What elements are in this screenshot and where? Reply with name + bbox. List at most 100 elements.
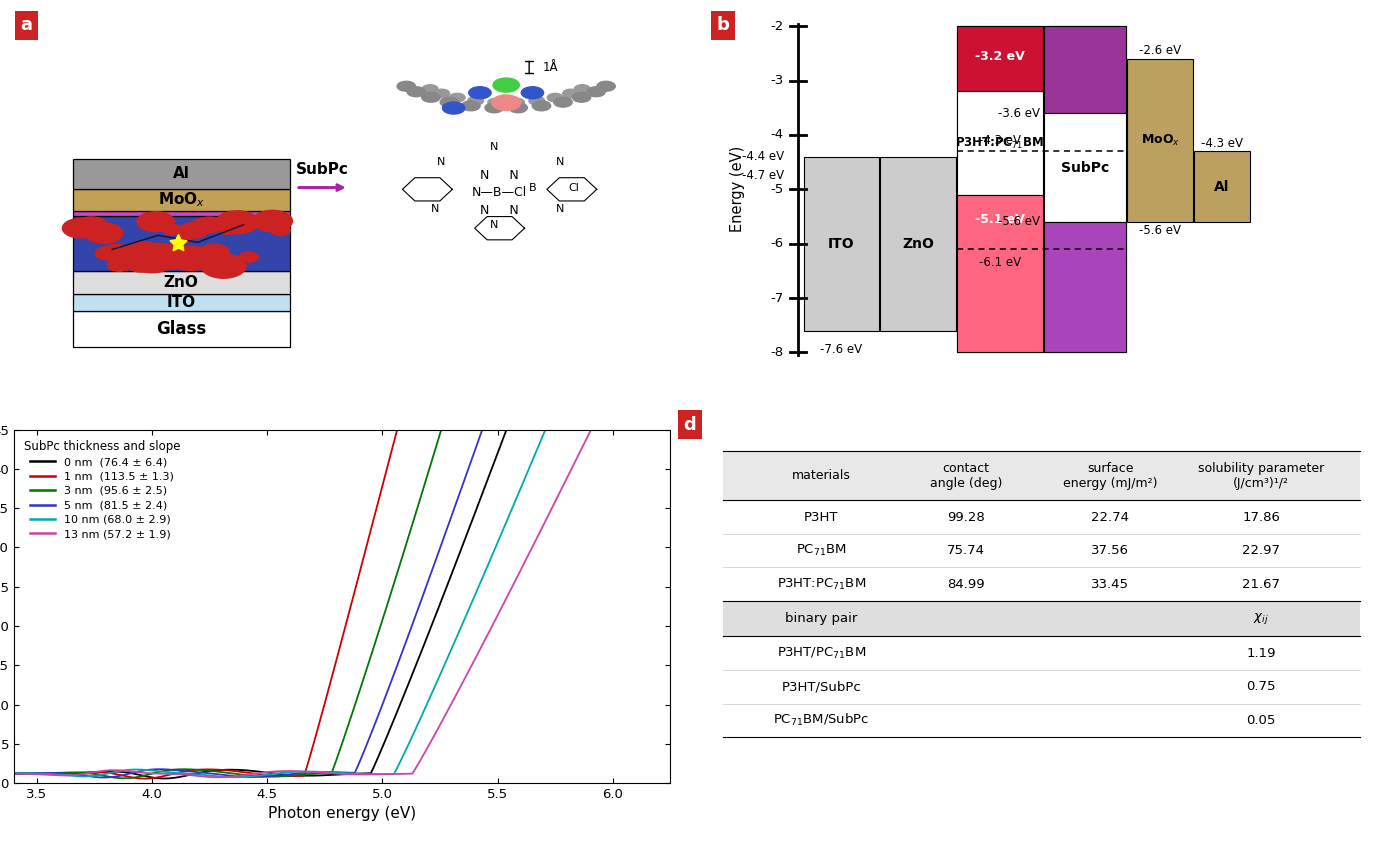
Text: -2: -2: [770, 19, 784, 33]
Circle shape: [84, 223, 123, 243]
Text: ITO: ITO: [828, 237, 854, 251]
5 nm  (81.5 ± 2.4): [493, 424, 509, 434]
3 nm  (95.6 ± 2.5): [429, 440, 446, 450]
Text: 0.05: 0.05: [1246, 714, 1277, 727]
Circle shape: [102, 244, 132, 261]
Circle shape: [440, 97, 458, 107]
Text: N: N: [431, 205, 439, 215]
5 nm  (81.5 ± 2.4): [473, 424, 490, 434]
Circle shape: [124, 242, 161, 262]
10 nm (68.0 ± 2.9): [250, 770, 266, 781]
Text: ZnO: ZnO: [164, 274, 199, 290]
Text: Al: Al: [1214, 179, 1230, 194]
Bar: [803, 157, 879, 331]
Circle shape: [548, 93, 563, 102]
3 nm  (95.6 ± 2.5): [116, 773, 132, 783]
Text: N: N: [437, 157, 446, 167]
Text: binary pair: binary pair: [785, 612, 857, 626]
Bar: [958, 195, 1042, 271]
Bar: [73, 312, 290, 347]
Bar: [1043, 287, 1126, 353]
Text: -4: -4: [771, 129, 784, 141]
Text: N: N: [490, 221, 498, 230]
1 nm  (113.5 ± 1.3): [389, 424, 406, 434]
Bar: [723, 500, 1359, 534]
5 nm  (81.5 ± 2.4): [395, 645, 411, 655]
Circle shape: [533, 101, 551, 111]
Bar: [73, 210, 290, 216]
Text: 37.56: 37.56: [1092, 544, 1129, 557]
Bar: [1043, 222, 1126, 353]
0 nm  (76.4 ± 6.4): [429, 607, 446, 617]
Bar: [958, 92, 1042, 195]
13 nm (57.2 ± 1.9): [116, 765, 132, 775]
Text: -5.6 eV: -5.6 eV: [1138, 224, 1181, 237]
3 nm  (95.6 ± 2.5): [493, 424, 509, 434]
Bar: [723, 450, 1359, 500]
Bar: [1043, 26, 1126, 113]
Line: 3 nm  (95.6 ± 2.5): 3 nm (95.6 ± 2.5): [3, 429, 671, 778]
Bar: [73, 294, 290, 312]
0 nm  (76.4 ± 6.4): [544, 424, 560, 434]
Circle shape: [163, 224, 182, 235]
Circle shape: [215, 210, 258, 234]
Text: -3.6 eV: -3.6 eV: [998, 107, 1041, 120]
1 nm  (113.5 ± 1.3): [662, 424, 679, 434]
Text: -5.6 eV: -5.6 eV: [998, 216, 1041, 228]
Bar: [958, 271, 1042, 353]
13 nm (57.2 ± 1.9): [395, 769, 411, 779]
Text: -2.6 eV: -2.6 eV: [1138, 44, 1181, 57]
Text: 21.67: 21.67: [1242, 578, 1281, 591]
Bar: [73, 189, 290, 210]
Text: -8: -8: [771, 346, 784, 359]
Text: 1.19: 1.19: [1246, 647, 1277, 659]
Text: SubPc: SubPc: [1061, 161, 1110, 174]
0 nm  (76.4 ± 6.4): [498, 424, 515, 434]
Text: Al: Al: [172, 166, 189, 181]
0 nm  (76.4 ± 6.4): [662, 424, 679, 434]
5 nm  (81.5 ± 2.4): [662, 424, 679, 434]
Text: d: d: [683, 415, 696, 434]
Bar: [1043, 222, 1126, 287]
3 nm  (95.6 ± 2.5): [395, 549, 411, 559]
1 nm  (113.5 ± 1.3): [395, 424, 411, 434]
Text: a: a: [21, 16, 32, 35]
Text: P3HT:PC$_{71}$BM: P3HT:PC$_{71}$BM: [955, 136, 1045, 151]
Text: 17.86: 17.86: [1242, 510, 1281, 524]
Circle shape: [493, 78, 519, 92]
5 nm  (81.5 ± 2.4): [95, 772, 112, 782]
Text: N—B—Cl: N—B—Cl: [472, 186, 527, 200]
3 nm  (95.6 ± 2.5): [433, 424, 450, 434]
Circle shape: [468, 97, 483, 105]
Circle shape: [179, 222, 208, 238]
Circle shape: [529, 97, 545, 105]
Circle shape: [199, 244, 229, 260]
Text: Glass: Glass: [156, 320, 207, 338]
Text: N: N: [555, 205, 564, 215]
Text: 22.97: 22.97: [1242, 544, 1281, 557]
Bar: [723, 568, 1359, 601]
Circle shape: [270, 225, 290, 236]
1 nm  (113.5 ± 1.3): [0, 769, 11, 779]
Text: P3HT: P3HT: [805, 510, 839, 524]
13 nm (57.2 ± 1.9): [429, 726, 446, 736]
Circle shape: [201, 254, 246, 278]
Circle shape: [443, 102, 465, 114]
Circle shape: [462, 101, 480, 111]
Text: -4.7 eV: -4.7 eV: [742, 169, 784, 182]
Bar: [723, 534, 1359, 568]
Text: P3HT:PC$_{71}$BM: P3HT:PC$_{71}$BM: [777, 577, 865, 592]
Text: ITO: ITO: [167, 295, 196, 310]
Circle shape: [484, 103, 504, 113]
Bar: [1127, 59, 1192, 222]
Text: P3HT/PC$_{71}$BM: P3HT/PC$_{71}$BM: [777, 646, 865, 661]
Text: Cl: Cl: [569, 183, 580, 193]
Bar: [1043, 113, 1126, 222]
10 nm (68.0 ± 2.9): [544, 424, 560, 434]
1 nm  (113.5 ± 1.3): [493, 424, 509, 434]
Text: -4.3 eV: -4.3 eV: [978, 134, 1021, 147]
Circle shape: [422, 93, 440, 102]
Line: 10 nm (68.0 ± 2.9): 10 nm (68.0 ± 2.9): [3, 429, 671, 777]
Bar: [1043, 222, 1126, 353]
Text: solubility parameter
(J/cm³)¹/²: solubility parameter (J/cm³)¹/²: [1198, 461, 1325, 489]
